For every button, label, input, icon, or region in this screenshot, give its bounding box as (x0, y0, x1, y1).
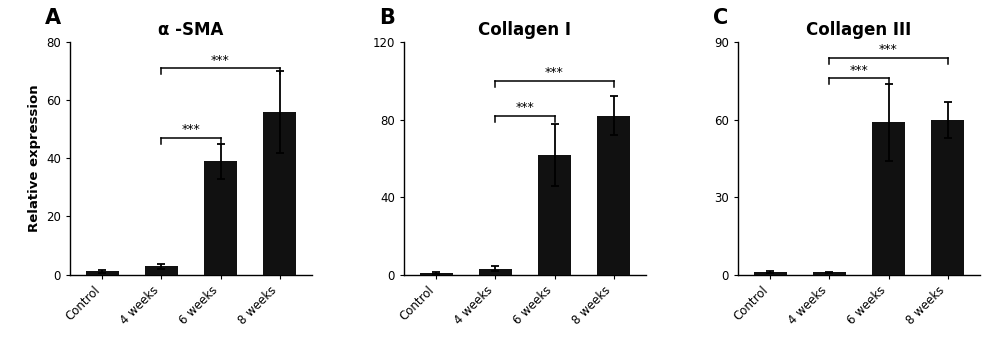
Text: ***: *** (879, 43, 898, 56)
Text: A: A (45, 8, 61, 28)
Title: Collagen III: Collagen III (806, 21, 912, 39)
Bar (420, 272, 453, 275)
Text: ***: *** (182, 123, 200, 136)
Bar (479, 269, 512, 275)
Title: α -SMA: α -SMA (158, 21, 224, 39)
Bar (597, 116, 630, 275)
Bar (754, 272, 787, 275)
Bar (813, 272, 846, 275)
Bar (872, 122, 905, 275)
Text: C: C (713, 8, 728, 28)
Bar (538, 155, 571, 275)
Bar (931, 120, 964, 275)
Bar (145, 266, 178, 275)
Bar (263, 112, 296, 275)
Title: Collagen I: Collagen I (479, 21, 572, 39)
Text: ***: *** (516, 101, 534, 114)
Bar (204, 161, 237, 275)
Text: ***: *** (850, 63, 868, 76)
Text: ***: *** (211, 54, 230, 67)
Text: ***: *** (545, 66, 564, 79)
Bar (86, 271, 119, 275)
Text: B: B (379, 8, 395, 28)
Y-axis label: Relative expression: Relative expression (28, 84, 41, 232)
